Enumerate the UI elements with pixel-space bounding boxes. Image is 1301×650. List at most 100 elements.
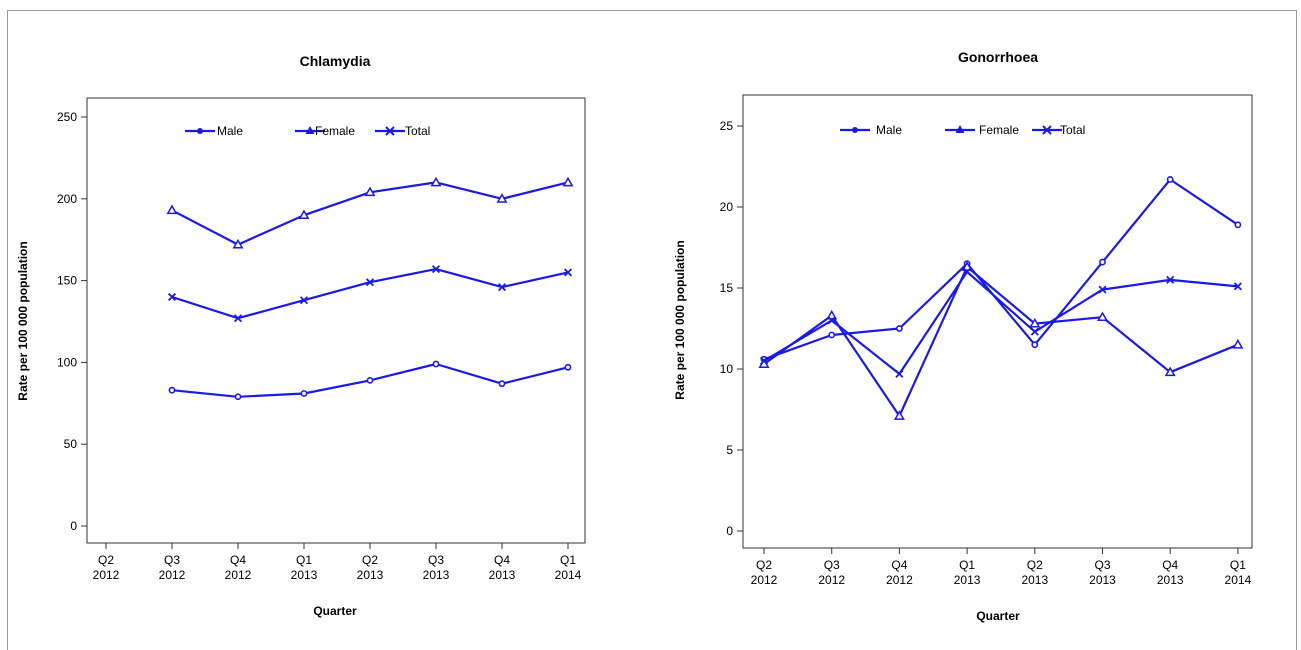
series-male-point [564, 363, 572, 371]
legend-female-marker [955, 125, 965, 133]
y-tick-label: 0 [726, 524, 733, 538]
series-total-line [763, 270, 1239, 375]
series-total-point [1030, 327, 1039, 336]
series-female-line [763, 265, 1239, 418]
x-tick-label: 2013 [357, 568, 384, 582]
y-tick-label: 200 [57, 192, 77, 206]
legend-female-label: Female [315, 124, 355, 138]
y-tick-label: 50 [64, 437, 78, 451]
x-tick-label: Q1 [296, 553, 312, 567]
legend-total-marker [1042, 125, 1052, 135]
series-total-point [895, 369, 904, 378]
x-tick-label: 2012 [159, 568, 186, 582]
legend-total-label: Total [405, 124, 430, 138]
series-male-point [234, 393, 242, 401]
x-tick-label: Q2 [756, 558, 772, 572]
legend-male-label: Male [876, 123, 902, 137]
series-male-point [366, 376, 374, 384]
series-total-point [759, 356, 769, 365]
series-total-point [167, 292, 177, 301]
x-tick-label: 2014 [1225, 573, 1252, 587]
x-tick-label: 2013 [954, 573, 981, 587]
chart-title: Gonorrhoea [958, 49, 1038, 65]
y-tick-label: 25 [720, 119, 734, 133]
series-female-point [1164, 366, 1176, 377]
series-total-point [299, 296, 309, 305]
series-female-point [893, 410, 905, 420]
x-axis-label: Quarter [313, 604, 357, 618]
x-tick-label: Q3 [1094, 558, 1110, 572]
series-female-point [166, 204, 178, 215]
x-tick-label: Q3 [428, 553, 444, 567]
series-male-point [896, 325, 903, 332]
series-female-point [232, 238, 244, 249]
series-male-point [1166, 176, 1174, 183]
series-total-point [827, 316, 836, 325]
x-tick-label: Q4 [230, 553, 246, 567]
y-axis-label: Rate per 100 000 population [16, 241, 30, 400]
x-tick-label: Q1 [560, 553, 576, 567]
series-male-point [300, 390, 308, 397]
x-tick-label: 2013 [1089, 573, 1116, 587]
y-tick-label: 250 [57, 110, 77, 124]
y-tick-label: 5 [726, 443, 733, 457]
x-tick-label: Q3 [164, 553, 180, 567]
series-total-point [1233, 282, 1242, 291]
x-tick-label: Q1 [959, 558, 975, 572]
x-tick-label: 2012 [225, 568, 252, 582]
plot-area [742, 94, 1253, 549]
series-female-point [298, 209, 310, 220]
plot-area [86, 97, 586, 544]
legend-total-label: Total [1060, 123, 1085, 137]
series-male-point [498, 380, 506, 388]
x-tick-label: 2013 [489, 568, 516, 582]
legend-total-marker [385, 126, 395, 136]
x-tick-label: 2013 [1157, 573, 1184, 587]
x-tick-label: Q1 [1230, 558, 1246, 572]
figure-frame [7, 10, 1297, 650]
legend-female-label: Female [979, 123, 1019, 137]
x-tick-label: 2013 [423, 568, 450, 582]
x-tick-label: 2012 [886, 573, 913, 587]
series-female-point [430, 176, 442, 187]
series-male-point [168, 386, 176, 394]
series-female-point [1029, 317, 1041, 328]
series-total-point [431, 265, 441, 274]
series-female-point [961, 261, 973, 271]
series-male-point [1099, 258, 1106, 266]
y-tick-label: 20 [720, 200, 734, 214]
y-tick-label: 100 [57, 355, 77, 369]
series-female-point [826, 309, 838, 320]
legend-male-marker [852, 127, 858, 133]
series-male-point [1031, 341, 1039, 349]
series-female-point [364, 186, 376, 197]
x-tick-label: 2014 [555, 568, 582, 582]
x-tick-label: Q3 [824, 558, 840, 572]
y-tick-label: 10 [720, 362, 734, 376]
legend-female-marker [305, 126, 315, 134]
series-total-point [365, 278, 375, 287]
x-tick-label: 2012 [93, 568, 120, 582]
series-female-point [1097, 311, 1108, 322]
series-female-point [1232, 338, 1244, 349]
series-female-point [496, 193, 508, 203]
series-male-point [828, 331, 836, 339]
x-tick-label: Q2 [362, 553, 378, 567]
y-tick-label: 150 [57, 274, 77, 288]
y-tick-label: 0 [70, 519, 77, 533]
x-tick-label: 2012 [751, 573, 778, 587]
legend-male-label: Male [217, 124, 243, 138]
x-tick-label: Q4 [1162, 558, 1178, 572]
series-total-point [963, 267, 972, 276]
x-tick-label: Q2 [1027, 558, 1043, 572]
y-axis-label: Rate per 100 000 population [673, 240, 687, 399]
y-tick-label: 15 [720, 281, 734, 295]
series-total-point [1166, 275, 1175, 284]
series-male-point [1234, 221, 1242, 229]
series-total-point [563, 268, 573, 277]
series-total-point [233, 314, 243, 323]
series-female-point [562, 176, 574, 187]
x-tick-label: 2013 [1021, 573, 1048, 587]
